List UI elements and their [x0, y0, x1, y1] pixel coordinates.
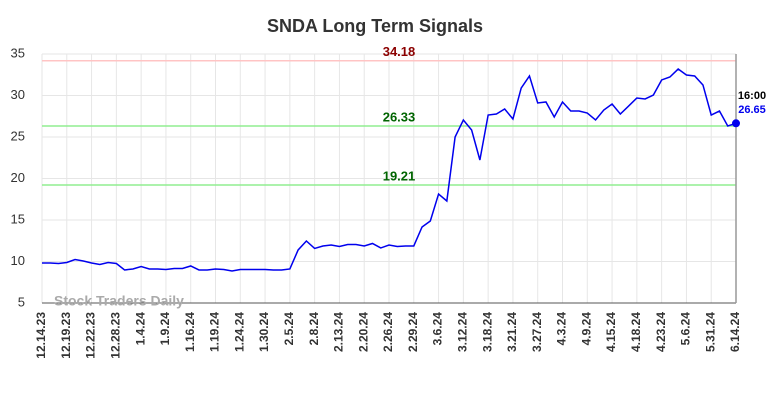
x-tick-label: 12.19.23 — [59, 312, 73, 359]
reference-label: 19.21 — [383, 168, 416, 183]
x-tick-label: 1.19.24 — [208, 312, 222, 352]
x-tick-label: 2.8.24 — [307, 312, 321, 346]
x-tick-label: 4.9.24 — [579, 312, 593, 346]
x-tick-label: 1.30.24 — [257, 312, 271, 352]
x-tick-label: 12.14.23 — [34, 312, 48, 359]
x-tick-label: 1.4.24 — [133, 312, 147, 346]
x-tick-label: 2.29.24 — [406, 312, 420, 352]
x-tick-label: 4.18.24 — [629, 312, 643, 352]
y-tick-label: 10 — [11, 253, 25, 268]
x-tick-label: 4.23.24 — [654, 312, 668, 352]
x-tick-label: 2.26.24 — [381, 312, 395, 352]
x-tick-label: 2.5.24 — [282, 312, 296, 346]
y-tick-label: 5 — [18, 294, 25, 309]
x-tick-label: 1.16.24 — [183, 312, 197, 352]
last-time: 16:00 — [738, 90, 766, 102]
price-line — [42, 68, 737, 272]
x-tick-label: 12.22.23 — [84, 312, 98, 359]
last-value: 26.65 — [738, 104, 766, 116]
y-tick-label: 25 — [11, 128, 25, 143]
x-tick-label: 4.3.24 — [555, 312, 569, 346]
x-tick-label: 3.21.24 — [505, 312, 519, 352]
x-tick-label: 5.6.24 — [679, 312, 693, 346]
last-point — [732, 119, 740, 128]
x-tick-label: 2.20.24 — [356, 312, 370, 352]
x-tick-label: 4.15.24 — [604, 312, 618, 352]
x-tick-label: 3.18.24 — [480, 312, 494, 352]
x-tick-label: 3.6.24 — [431, 312, 445, 346]
reference-label: 34.18 — [383, 44, 416, 59]
x-tick-label: 1.24.24 — [232, 312, 246, 352]
y-tick-label: 35 — [11, 45, 25, 60]
x-tick-label: 2.13.24 — [332, 312, 346, 352]
x-tick-label: 6.14.24 — [728, 312, 742, 352]
y-tick-label: 30 — [11, 87, 25, 102]
reference-label: 26.33 — [383, 109, 416, 124]
chart-title: SNDA Long Term Signals — [267, 16, 483, 36]
x-tick-label: 1.9.24 — [158, 312, 172, 346]
x-tick-label: 3.27.24 — [530, 312, 544, 352]
y-tick-label: 15 — [11, 211, 25, 226]
watermark: Stock Traders Daily — [54, 293, 184, 309]
y-tick-label: 20 — [11, 170, 25, 185]
x-tick-label: 12.28.23 — [109, 312, 123, 359]
x-tick-label: 5.31.24 — [703, 312, 717, 352]
x-tick-label: 3.12.24 — [456, 312, 470, 352]
